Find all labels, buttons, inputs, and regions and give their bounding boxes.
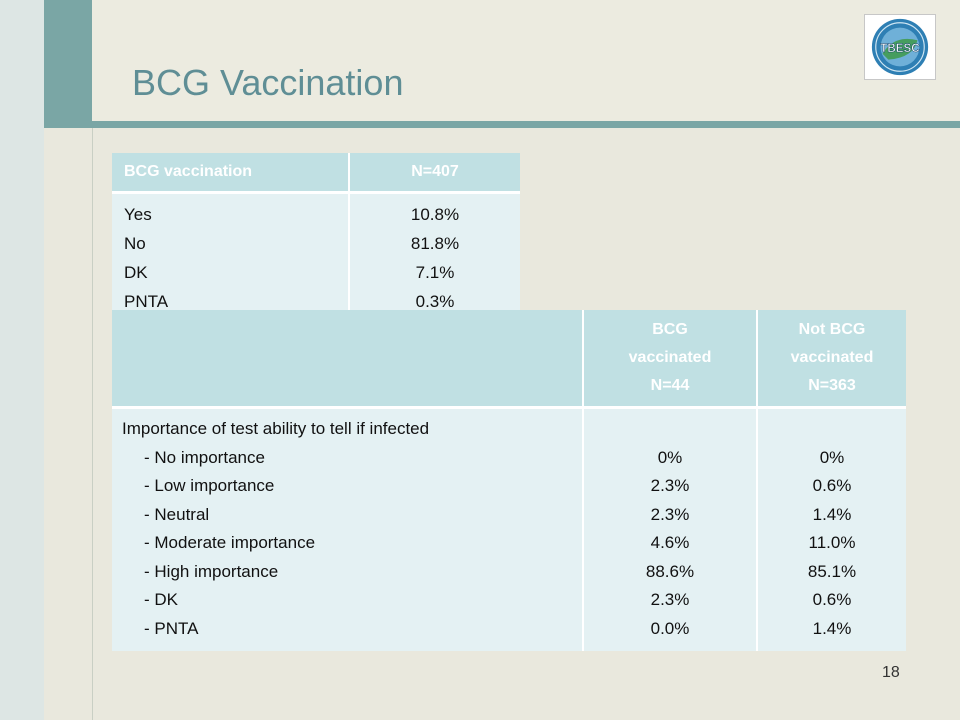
bcg-value: 4.6%	[650, 533, 690, 552]
importance-item: - Neutral	[144, 504, 210, 524]
header-line: vaccinated	[790, 349, 874, 366]
column-header-bcg-vaccinated: BCG vaccinated N=44	[583, 310, 758, 409]
response-values-cell: 10.8% 81.8% 7.1% 0.3%	[349, 192, 520, 320]
not-bcg-value: 1.4%	[812, 504, 852, 524]
header-accent-rule	[44, 121, 960, 128]
bcg-value: 2.3%	[650, 590, 690, 609]
not-bcg-value: 11.0%	[808, 533, 856, 552]
response-label: DK	[124, 263, 148, 282]
table-row: Importance of test ability to tell if in…	[112, 407, 906, 651]
test-importance-by-bcg-table: BCG vaccinated N=44 Not BCG vaccinated N…	[112, 310, 906, 651]
table-header-row: BCG vaccinated N=44 Not BCG vaccinated N…	[112, 310, 906, 409]
response-value: 7.1%	[415, 263, 455, 282]
table-header-row: BCG vaccination N=407	[112, 153, 520, 194]
not-bcg-vaccinated-values-cell: 0% 0.6% 1.4% 11.0% 85.1% 0.6% 1.4%	[757, 407, 906, 651]
header-accent-block	[44, 0, 92, 128]
importance-item: - High importance	[144, 561, 279, 581]
header-bar	[44, 0, 960, 128]
not-bcg-value: 0%	[819, 447, 845, 467]
response-label: PNTA	[124, 292, 169, 311]
not-bcg-value: 0.6%	[812, 590, 852, 609]
importance-item: - DK	[144, 590, 178, 609]
column-header-n407: N=407	[349, 153, 520, 194]
not-bcg-value: 0.6%	[812, 476, 852, 495]
row-spacer	[594, 415, 746, 444]
importance-item: - Low importance	[144, 476, 275, 495]
question-heading: Importance of test ability to tell if in…	[122, 419, 430, 438]
response-value: 10.8%	[410, 205, 460, 224]
column-header-empty	[112, 310, 584, 409]
bcg-vaccination-summary-table: BCG vaccination N=407 Yes No DK PNTA 10.…	[112, 153, 520, 320]
response-value: 0.3%	[415, 292, 455, 311]
importance-item: - Moderate importance	[144, 533, 316, 552]
response-value: 81.8%	[410, 234, 460, 253]
response-label: No	[124, 234, 146, 253]
tbesc-logo: TBESC	[864, 14, 936, 80]
importance-item: - No importance	[144, 447, 265, 467]
slide-title: BCG Vaccination	[132, 62, 404, 103]
not-bcg-value: 1.4%	[812, 618, 852, 638]
page-number: 18	[882, 664, 900, 681]
logo-text: TBESC	[880, 42, 920, 55]
bcg-value: 2.3%	[650, 504, 690, 524]
bcg-value: 2.3%	[650, 476, 690, 495]
left-divider-line	[92, 128, 93, 720]
column-header-not-bcg-vaccinated: Not BCG vaccinated N=363	[757, 310, 906, 409]
not-bcg-value: 85.1%	[807, 561, 857, 581]
bcg-value: 0%	[657, 447, 683, 467]
header-line: N=363	[808, 377, 856, 394]
importance-labels-cell: Importance of test ability to tell if in…	[112, 407, 584, 651]
response-labels-cell: Yes No DK PNTA	[112, 192, 350, 320]
header-line: vaccinated	[628, 349, 712, 366]
importance-item: - PNTA	[144, 618, 199, 638]
table-row: Yes No DK PNTA 10.8% 81.8% 7.1% 0.3%	[112, 192, 520, 320]
header-line: BCG	[652, 321, 688, 338]
row-spacer	[768, 415, 896, 444]
left-decorative-band	[0, 0, 44, 720]
header-line: Not BCG	[798, 321, 866, 338]
header-line: N=44	[650, 377, 690, 394]
response-label: Yes	[124, 205, 152, 224]
bcg-value: 0.0%	[650, 618, 690, 638]
bcg-vaccinated-values-cell: 0% 2.3% 2.3% 4.6% 88.6% 2.3% 0.0%	[583, 407, 758, 651]
column-header-bcg-vaccination: BCG vaccination	[112, 153, 350, 194]
bcg-value: 88.6%	[645, 561, 695, 581]
